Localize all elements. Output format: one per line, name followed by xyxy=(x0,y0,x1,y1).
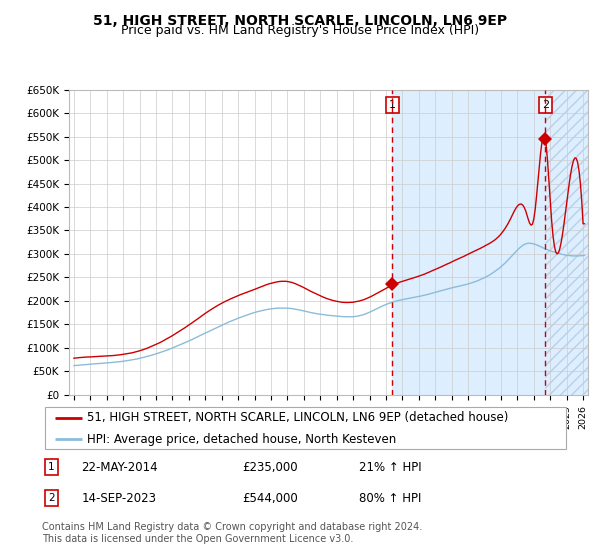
Text: 2: 2 xyxy=(542,100,549,110)
Text: 21% ↑ HPI: 21% ↑ HPI xyxy=(359,460,421,474)
Bar xyxy=(545,90,591,395)
Text: HPI: Average price, detached house, North Kesteven: HPI: Average price, detached house, Nort… xyxy=(87,433,396,446)
Text: 22-MAY-2014: 22-MAY-2014 xyxy=(82,460,158,474)
Text: Contains HM Land Registry data © Crown copyright and database right 2024.
This d: Contains HM Land Registry data © Crown c… xyxy=(42,522,422,544)
Text: 80% ↑ HPI: 80% ↑ HPI xyxy=(359,492,421,505)
Text: 14-SEP-2023: 14-SEP-2023 xyxy=(82,492,157,505)
Text: 2: 2 xyxy=(48,493,55,503)
Text: 51, HIGH STREET, NORTH SCARLE, LINCOLN, LN6 9EP: 51, HIGH STREET, NORTH SCARLE, LINCOLN, … xyxy=(93,14,507,28)
Text: 1: 1 xyxy=(48,462,55,472)
FancyBboxPatch shape xyxy=(44,407,566,450)
Text: 51, HIGH STREET, NORTH SCARLE, LINCOLN, LN6 9EP (detached house): 51, HIGH STREET, NORTH SCARLE, LINCOLN, … xyxy=(87,411,508,424)
Text: £544,000: £544,000 xyxy=(242,492,298,505)
Text: Price paid vs. HM Land Registry's House Price Index (HPI): Price paid vs. HM Land Registry's House … xyxy=(121,24,479,37)
Text: 1: 1 xyxy=(389,100,396,110)
Text: £235,000: £235,000 xyxy=(242,460,298,474)
Bar xyxy=(392,90,591,395)
